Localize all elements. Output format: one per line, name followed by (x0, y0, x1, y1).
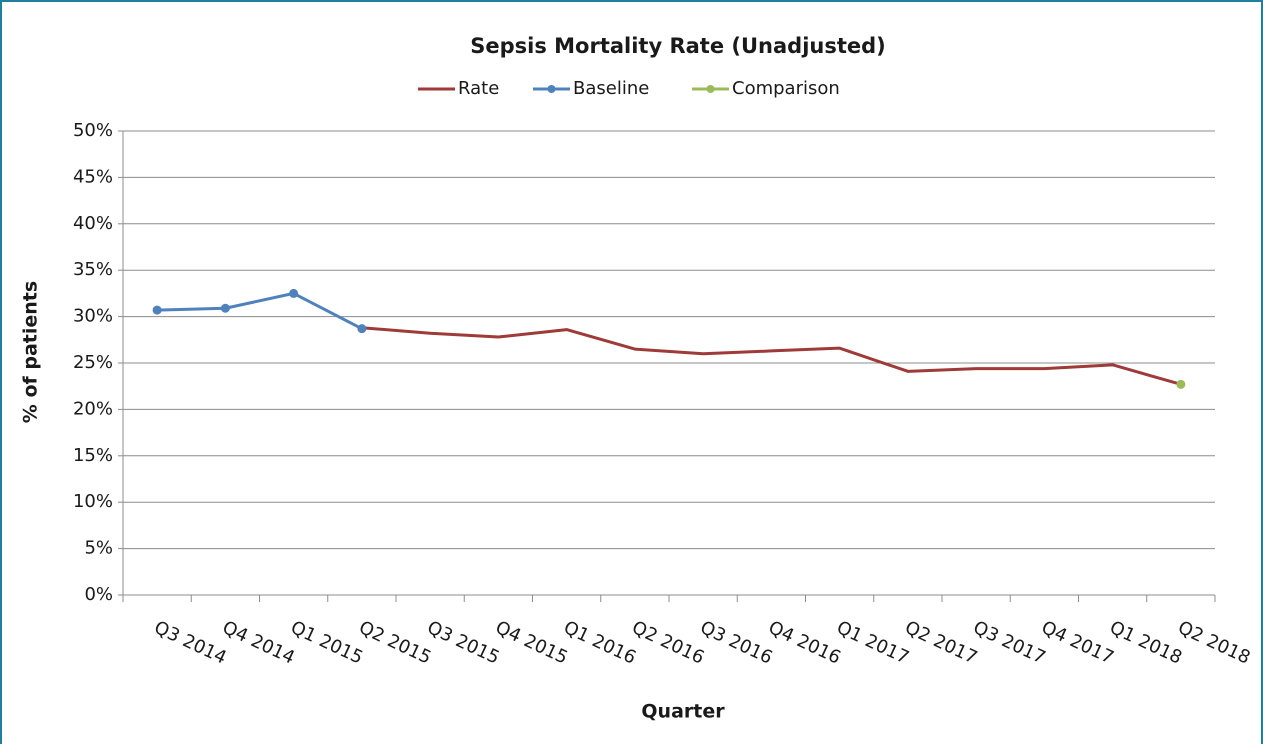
series-line (157, 291, 363, 330)
y-tick-label: 10% (73, 491, 113, 512)
series-line (361, 326, 1182, 386)
y-tick-label: 25% (73, 352, 113, 373)
series-marker (152, 305, 162, 315)
series-marker (289, 288, 299, 298)
legend-label: Baseline (573, 78, 649, 99)
y-axis-title: % of patients (20, 281, 42, 423)
y-tick-label: 50% (73, 120, 113, 141)
y-tick-label: 15% (73, 445, 113, 466)
y-tick-label: 45% (73, 166, 113, 187)
legend-label: Rate (458, 78, 499, 99)
series-marker (357, 324, 367, 334)
legend-marker (547, 85, 556, 93)
y-tick-label: 40% (73, 213, 113, 234)
y-tick-label: 35% (73, 259, 113, 280)
series-marker (1176, 379, 1186, 389)
y-tick-label: 0% (84, 584, 113, 605)
y-tick-label: 30% (73, 306, 113, 327)
legend-marker (706, 85, 715, 93)
y-tick-label: 5% (84, 538, 113, 559)
legend-label: Comparison (732, 78, 840, 99)
y-tick-label: 20% (73, 398, 113, 419)
chart-title: Sepsis Mortality Rate (Unadjusted) (470, 34, 886, 58)
x-axis-title: Quarter (641, 701, 725, 723)
series-marker (220, 303, 230, 313)
